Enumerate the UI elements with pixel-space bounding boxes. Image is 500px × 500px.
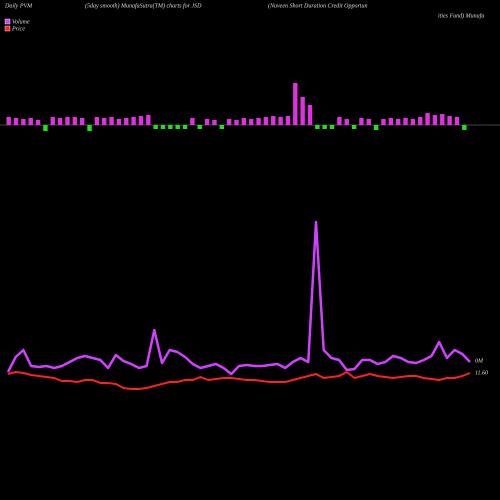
volume-bar: [344, 119, 349, 125]
legend-label: Volume: [12, 19, 30, 25]
volume-bar: [234, 120, 239, 125]
volume-bar: [102, 118, 107, 125]
volume-bar: [388, 118, 394, 125]
volume-bar: [168, 125, 173, 129]
volume-bar: [87, 125, 92, 131]
volume-bar: [204, 119, 210, 125]
series-line: [6, 220, 471, 376]
volume-bar: [57, 118, 63, 125]
volume-bar: [256, 118, 261, 125]
volume-bar: [6, 117, 11, 125]
volume-bar: [50, 117, 55, 125]
title-part: Daily PVM: [4, 3, 33, 9]
volume-bar: [13, 118, 19, 125]
volume-bar: [307, 105, 313, 125]
volume-bar: [146, 115, 151, 125]
volume-bar: [278, 117, 283, 125]
series-line: [7, 371, 471, 390]
volume-bar: [293, 83, 298, 125]
volume-bar: [322, 125, 327, 129]
volume-bar: [131, 117, 136, 125]
legend-label: Price: [11, 26, 25, 32]
volume-bar: [285, 116, 291, 125]
volume-bar: [395, 119, 401, 125]
volume-bar: [337, 117, 342, 125]
volume-bar: [454, 117, 460, 125]
volume-bar: [241, 118, 247, 125]
volume-bar: [94, 117, 100, 125]
volume-bar: [315, 125, 320, 129]
title-part: (5day smooth) MunafaSutra(TM) charts for…: [85, 2, 202, 9]
volume-bar: [124, 118, 129, 125]
volume-bar: [21, 119, 26, 125]
volume-bar: [212, 120, 217, 125]
end-label: 0M: [475, 358, 484, 364]
volume-bar: [366, 119, 371, 125]
volume-bar: [116, 119, 122, 125]
volume-bar: [219, 125, 225, 129]
volume-bar: [65, 117, 70, 125]
volume-bar: [138, 116, 144, 125]
title-part: (Nuveen Short Duration Credit Opportun: [268, 2, 367, 9]
volume-bar: [175, 125, 180, 129]
volume-bar: [153, 125, 158, 129]
volume-bar: [271, 116, 276, 125]
volume-bar: [432, 115, 438, 125]
volume-bar: [329, 125, 335, 129]
volume-bar: [109, 117, 114, 125]
legend-swatch: [4, 25, 11, 32]
volume-bar: [418, 117, 423, 125]
legend-swatch: [4, 18, 11, 25]
volume-bar: [263, 117, 269, 125]
volume-bar: [182, 125, 188, 129]
volume-bar: [351, 125, 357, 129]
volume-bar: [373, 125, 379, 130]
volume-bar: [359, 118, 364, 125]
end-label: 11.60: [475, 370, 488, 376]
volume-bar: [410, 119, 416, 125]
volume-bar: [447, 116, 452, 125]
volume-bar: [381, 119, 386, 125]
volume-bar: [160, 125, 166, 129]
title-part: ities Fund) Munafa: [438, 12, 484, 19]
volume-bar: [440, 114, 445, 125]
volume-bar: [462, 125, 467, 130]
volume-bar: [28, 118, 33, 125]
volume-bar: [72, 117, 78, 125]
volume-bar: [79, 118, 85, 125]
volume-bar: [425, 113, 430, 125]
volume-bar: [226, 119, 232, 125]
volume-bar: [248, 119, 254, 125]
volume-bar: [190, 118, 195, 125]
volume-bar: [43, 125, 48, 131]
volume-bar: [300, 97, 305, 125]
volume-bar: [197, 125, 202, 129]
volume-bar: [403, 118, 408, 125]
volume-bar: [35, 120, 41, 125]
